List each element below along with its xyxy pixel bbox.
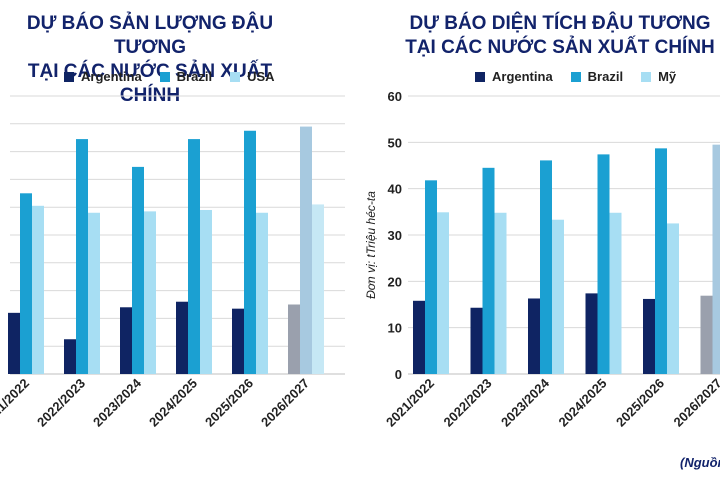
legend-label-brazil: Brazil [587,69,624,84]
legend-item-my: Mỹ [641,69,676,84]
bar-argentina [288,304,300,374]
chart-1-title-line-1: DỰ BÁO SẢN LƯỢNG ĐẬU TƯƠNG [26,13,274,58]
bar-brazil [300,126,312,374]
legend-label-argentina: Argentina [492,69,553,84]
y-tick-label: 30 [388,228,402,243]
bar-third [256,212,268,374]
x-tick-label: 2025/2026 [613,376,667,430]
y-tick-label: 10 [388,321,402,336]
bar-brazil [244,130,256,374]
bar-brazil [425,180,437,374]
legend-label-usa: USA [247,69,275,84]
bar-third [312,204,324,374]
chart-2-title: DỰ BÁO DIỆN TÍCH ĐẬU TƯƠNG TẠI CÁC NƯỚC … [400,12,720,60]
y-tick-label: 60 [388,89,402,104]
x-tick-label: 2024/2025 [146,376,200,430]
legend-item-usa: USA [230,69,275,84]
bar-brazil [482,167,495,374]
legend-swatch-argentina [64,71,74,82]
bar-brazil [20,193,32,374]
legend-swatch-brazil [159,71,170,82]
x-tick-label: 2022/2023 [34,376,88,430]
legend-item-argentina: Argentina [475,69,553,84]
source-note: (Nguồn [680,455,720,470]
legend-swatch-argentina [475,71,485,82]
chart-1-legend: Argentina Brazil USA [64,69,275,84]
bar-third [494,212,507,374]
bar-third [32,205,44,374]
x-tick-label: 2026/2027 [671,376,720,430]
legend-item-brazil: Brazil [159,69,213,84]
bar-argentina [585,293,598,374]
x-tick-label: 2021/2022 [0,376,32,430]
y-axis-label: Đơn vị: tTriệu héc-ta [364,191,378,299]
bar-brazil [597,154,610,374]
x-tick-label: 2022/2023 [441,376,495,430]
bar-argentina [413,300,425,374]
bar-argentina [470,307,483,374]
chart-2-legend: Argentina Brazil Mỹ [475,69,676,84]
bar-third [144,211,156,374]
x-tick-label: 2025/2026 [202,376,256,430]
y-tick-label: 20 [388,274,402,289]
bar-brazil [76,139,88,374]
chart-2-title-line-1: DỰ BÁO DIỆN TÍCH ĐẬU TƯƠNG [409,13,711,34]
bar-argentina [64,339,76,374]
bar-third [667,223,679,374]
bar-third [200,209,212,374]
bar-brazil [132,166,144,374]
chart-2-title-line-2: TẠI CÁC NƯỚC SẢN XUẤT CHÍNH [405,37,715,58]
legend-label-my: Mỹ [658,69,677,84]
bar-argentina [176,301,188,374]
legend-item-argentina: Argentina [64,69,142,84]
y-tick-label: 0 [395,367,402,382]
bar-brazil [712,144,720,374]
x-tick-label: 2021/2022 [383,376,437,430]
legend-swatch-brazil [570,71,581,82]
bar-third [437,212,449,374]
legend-item-brazil: Brazil [570,69,624,84]
bar-argentina [528,298,540,374]
bar-third [609,212,622,374]
x-tick-label: 2026/2027 [258,376,312,430]
legend-swatch-my [641,71,652,82]
bar-brazil [540,160,552,374]
bar-brazil [188,139,200,374]
y-tick-label: 40 [388,182,402,197]
bar-argentina [643,298,655,374]
x-tick-label: 2024/2025 [556,376,610,430]
legend-swatch-usa [230,71,241,82]
bar-argentina [120,307,132,374]
bar-brazil [655,148,667,374]
bar-argentina [8,312,20,374]
bar-argentina [700,295,713,374]
legend-label-argentina: Argentina [81,69,142,84]
bar-third [552,219,564,374]
bar-third [88,212,100,374]
legend-label-brazil: Brazil [176,69,213,84]
y-tick-label: 50 [388,135,402,150]
bar-argentina [232,308,244,374]
x-tick-label: 2023/2024 [90,375,145,430]
x-tick-label: 2023/2024 [498,375,553,430]
